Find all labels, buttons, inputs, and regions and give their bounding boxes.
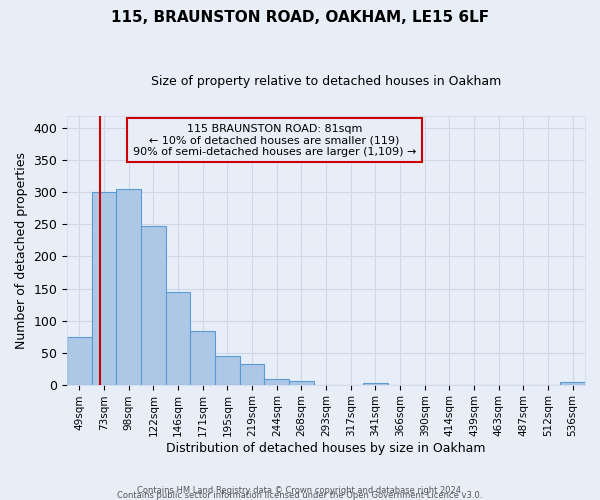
Text: Contains public sector information licensed under the Open Government Licence v3: Contains public sector information licen…: [118, 491, 482, 500]
Text: 115, BRAUNSTON ROAD, OAKHAM, LE15 6LF: 115, BRAUNSTON ROAD, OAKHAM, LE15 6LF: [111, 10, 489, 25]
Bar: [116, 189, 141, 384]
Bar: [141, 226, 166, 384]
Bar: [215, 356, 240, 384]
Bar: [92, 192, 116, 384]
Text: Contains HM Land Registry data © Crown copyright and database right 2024.: Contains HM Land Registry data © Crown c…: [137, 486, 463, 495]
Bar: [166, 292, 190, 384]
Title: Size of property relative to detached houses in Oakham: Size of property relative to detached ho…: [151, 75, 501, 88]
Bar: [190, 332, 215, 384]
Y-axis label: Number of detached properties: Number of detached properties: [15, 152, 28, 348]
Bar: [240, 364, 265, 384]
Bar: [67, 336, 92, 384]
Bar: [265, 380, 289, 384]
Bar: [560, 382, 585, 384]
X-axis label: Distribution of detached houses by size in Oakham: Distribution of detached houses by size …: [166, 442, 486, 455]
Bar: [289, 381, 314, 384]
Text: 115 BRAUNSTON ROAD: 81sqm
← 10% of detached houses are smaller (119)
90% of semi: 115 BRAUNSTON ROAD: 81sqm ← 10% of detac…: [133, 124, 416, 157]
